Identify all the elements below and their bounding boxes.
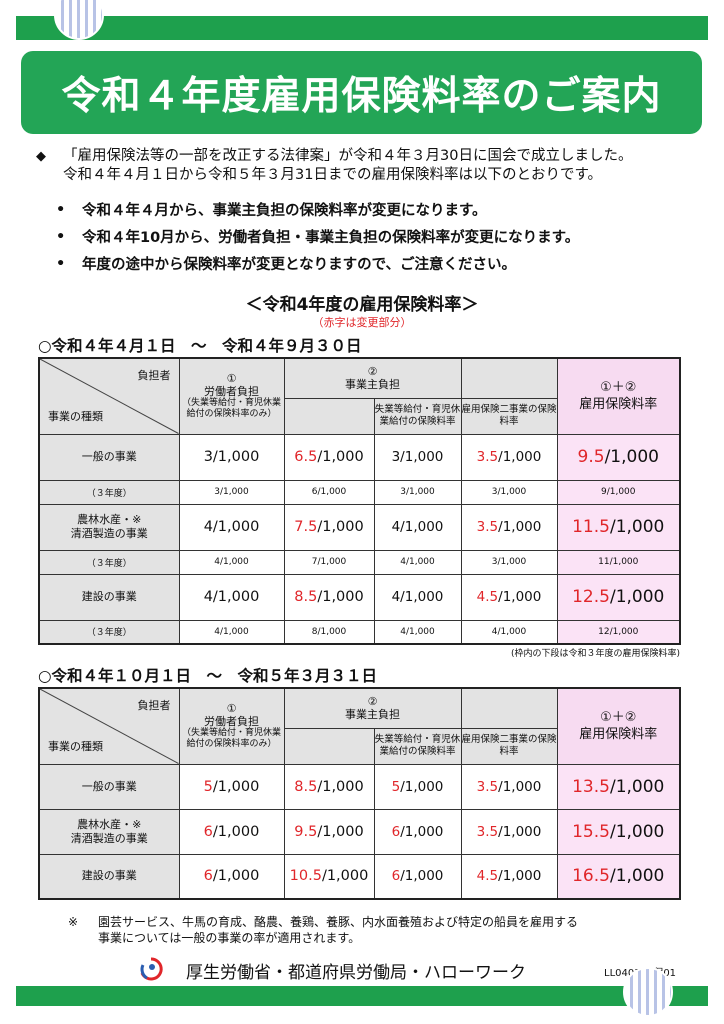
worker-share-header: ① 労働者負担 （失業等給付・育児休業給付の保険料率のみ） <box>178 357 285 435</box>
bullet-dot-icon: • <box>56 201 66 218</box>
diamond-bullet-icon: ◆ <box>36 149 46 164</box>
bullet-dot-icon: • <box>56 228 66 245</box>
section-note: （赤字は変更部分） <box>312 316 412 329</box>
bottom-green-stripe <box>16 986 708 1006</box>
diagonal-header-cell: 負担者 事業の種類 <box>38 687 180 765</box>
footer-organization: 厚生労働省・都道府県労働局・ハローワーク <box>186 963 526 983</box>
footnote-line-1: 園芸サービス、牛馬の育成、酪農、養鶏、養豚、内水面養殖および特定の船員を雇用する <box>98 915 579 929</box>
intro-line-1: 「雇用保険法等の一部を改正する法律案」が令和４年３月30日に国会で成立しました。 <box>63 148 633 164</box>
table-subheader-row: 失業等給付・育児休業給付の保険料率 雇用保険二事業の保険料率 <box>39 727 680 765</box>
kind-label: 事業の種類 <box>48 409 103 423</box>
footnote-line-2: 事業については一般の事業の率が適用されます。 <box>98 931 361 945</box>
unemployment-benefit-header: 失業等給付・育児休業給付の保険料率 <box>373 397 462 435</box>
bullet-item: • 令和４年10月から、労働者負担・事業主負担の保険料率が変更になります。 <box>56 228 580 247</box>
table-row-previous-year: （３年度） 4/1,000 8/1,000 4/1,000 4/1,000 12… <box>38 619 681 645</box>
bullet-item: • 令和４年４月から、事業主負担の保険料率が変更になります。 <box>56 201 487 220</box>
table-header-row: 負担者 事業の種類 ① 労働者負担 （失業等給付・育児休業給付の保険料率のみ） … <box>38 687 681 765</box>
two-programs-header: 雇用保険二事業の保険料率 <box>460 397 558 435</box>
rate-table-period-1: 負担者 事業の種類 ① 労働者負担 （失業等給付・育児休業給付の保険料率のみ） … <box>38 357 681 645</box>
rate-table-period-2: 負担者 事業の種類 ① 労働者負担 （失業等給付・育児休業給付の保険料率のみ） … <box>38 687 681 900</box>
decorative-circle <box>623 967 673 1017</box>
table-header-row: 負担者 事業の種類 ① 労働者負担 （失業等給付・育児休業給付の保険料率のみ） … <box>38 357 681 435</box>
burden-label: 負担者 <box>137 699 171 712</box>
footnote-mark: ※ <box>68 915 79 929</box>
intro-line-2: 令和４年４月１日から令和５年３月31日までの雇用保険料率は以下のとおりです。 <box>63 167 602 183</box>
table-row: 建設の事業 6/1,000 10.5/1,000 6/1,000 4.5/1,0… <box>38 853 681 900</box>
bullet-item: • 年度の途中から保険料率が変更となりますので、ご注意ください。 <box>56 255 516 274</box>
ministry-logo-icon <box>140 957 163 981</box>
section-title: ＜令和4年度の雇用保険料率＞ <box>245 295 479 315</box>
table-row: 農林水産・※ 清酒製造の事業 6/1,000 9.5/1,000 6/1,000… <box>38 808 681 855</box>
footnote: ※ 園芸サービス、牛馬の育成、酪農、養鶏、養豚、内水面養殖および特定の船員を雇用… <box>68 914 694 946</box>
employer-share-header: ② 事業主負担 <box>283 357 462 399</box>
intro-text: ◆ 「雇用保険法等の一部を改正する法律案」が令和４年３月30日に国会で成立しまし… <box>36 147 706 185</box>
employer-header-spacer <box>283 398 374 435</box>
worker-share-header: ① 労働者負担 （失業等給付・育児休業給付の保険料率のみ） <box>178 687 285 765</box>
table-subheader-row: 失業等給付・育児休業給付の保険料率 雇用保険二事業の保険料率 <box>39 397 680 435</box>
bullet-dot-icon: • <box>56 255 66 272</box>
diagonal-header-cell: 負担者 事業の種類 <box>38 357 180 435</box>
employer-header-spacer <box>283 728 374 765</box>
table-row: 一般の事業 5/1,000 8.5/1,000 5/1,000 3.5/1,00… <box>38 763 681 810</box>
table-row-previous-year: （３年度） 3/1,000 6/1,000 3/1,000 3/1,000 9/… <box>38 479 681 505</box>
employer-share-header: ② 事業主負担 <box>283 687 462 729</box>
total-rate-header: ①＋② 雇用保険料率 <box>556 357 681 435</box>
employer-header-spacer <box>460 357 558 398</box>
top-green-stripe <box>16 16 708 40</box>
table-row: 建設の事業 4/1,000 8.5/1,000 4/1,000 4.5/1,00… <box>38 573 681 621</box>
table-row: 農林水産・※ 清酒製造の事業 4/1,000 7.5/1,000 4/1,000… <box>38 503 681 551</box>
total-rate-header: ①＋② 雇用保険料率 <box>556 687 681 765</box>
burden-label: 負担者 <box>137 369 171 382</box>
kind-label: 事業の種類 <box>48 739 103 753</box>
two-programs-header: 雇用保険二事業の保険料率 <box>460 727 558 765</box>
table-row: 一般の事業 3/1,000 6.5/1,000 3/1,000 3.5/1,00… <box>38 433 681 481</box>
decorative-circle <box>54 0 104 40</box>
period-2-label: ○令和４年１０月１日 ～ 令和５年３月３１日 <box>38 667 378 685</box>
table-note: (枠内の下段は令和３年度の雇用保険料率) <box>510 649 680 659</box>
table-row-previous-year: （３年度） 4/1,000 7/1,000 4/1,000 3/1,000 11… <box>38 549 681 575</box>
period-1-label: ○令和４年４月１日 ～ 令和４年９月３０日 <box>38 337 362 355</box>
unemployment-benefit-header: 失業等給付・育児休業給付の保険料率 <box>373 727 462 765</box>
employer-header-spacer <box>460 687 558 728</box>
bullet-list: • 令和４年４月から、事業主負担の保険料率が変更になります。 • 令和４年10月から… <box>56 196 706 277</box>
page-title: 令和４年度雇用保険料率のご案内 <box>21 51 702 134</box>
